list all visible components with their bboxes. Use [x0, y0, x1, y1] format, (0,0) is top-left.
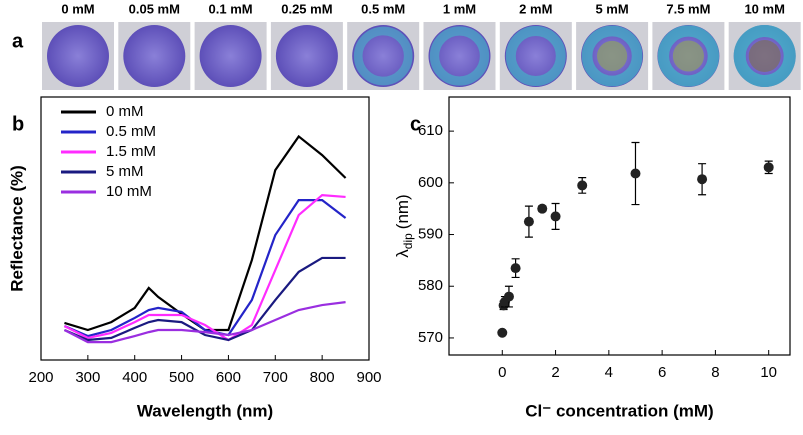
x-tick-label: 300: [75, 369, 100, 386]
panel-label: b: [12, 113, 24, 135]
point: [630, 168, 641, 179]
dish-ring: [581, 25, 643, 87]
legend-label: 5 mM: [106, 163, 144, 180]
image-caption: 2 mM: [519, 1, 552, 16]
x-tick-label: 200: [28, 369, 53, 386]
x-tick-label: 400: [122, 369, 147, 386]
x-tick-label: 6: [658, 364, 666, 381]
y-label-unit: (nm): [393, 194, 412, 229]
point: [523, 216, 534, 227]
y-axis-label: Reflectance (%): [7, 165, 26, 292]
x-tick-label: 8: [711, 364, 719, 381]
point: [510, 263, 521, 274]
image-caption: 0 mM: [61, 1, 94, 16]
point: [763, 162, 774, 173]
point: [503, 291, 514, 302]
point: [550, 211, 561, 222]
y-tick-label: 580: [418, 277, 443, 294]
dish-ring: [733, 25, 796, 87]
point: [697, 174, 708, 185]
line: [63, 301, 346, 344]
plot-frame: [40, 96, 370, 361]
dish-ring: [657, 25, 720, 87]
line: [63, 256, 346, 342]
point: [537, 203, 548, 214]
y-tick-label: 610: [418, 122, 443, 139]
y-tick-label: 590: [418, 225, 443, 242]
dish-center: [672, 40, 704, 72]
point: [577, 180, 588, 191]
image-caption: 0.1 mM: [209, 1, 253, 16]
legend-label: 0 mM: [106, 103, 144, 120]
dish: [123, 25, 186, 87]
x-tick-label: 10: [760, 364, 777, 381]
image-caption: 10 mM: [744, 1, 784, 16]
x-tick-label: 0: [498, 364, 506, 381]
x-tick-label: 900: [356, 369, 381, 386]
plot-frame: [448, 96, 791, 356]
x-axis-label: Wavelength (nm): [137, 401, 273, 420]
panel-label: c: [410, 113, 421, 135]
legend-label: 0.5 mM: [106, 123, 156, 140]
image-caption: 0.5 mM: [361, 1, 405, 16]
image-caption: 1 mM: [443, 1, 476, 16]
x-tick-label: 500: [169, 369, 194, 386]
y-label-symbol: λ: [393, 249, 412, 258]
dish: [199, 25, 262, 87]
image-caption: 7.5 mM: [666, 1, 710, 16]
panel-label: a: [12, 30, 24, 52]
dish-ring: [353, 26, 413, 86]
x-tick-label: 600: [216, 369, 241, 386]
x-tick-label: 4: [605, 364, 613, 381]
y-label-subscript: dip: [401, 233, 415, 249]
line: [63, 193, 346, 342]
image-caption: 0.05 mM: [129, 1, 180, 16]
dish: [275, 25, 338, 87]
image-caption: 5 mM: [595, 1, 628, 16]
y-axis-label: λdip (nm): [393, 194, 415, 257]
dish: [47, 25, 109, 87]
x-tick-label: 2: [551, 364, 559, 381]
legend-label: 10 mM: [106, 183, 152, 200]
dish-ring: [505, 26, 566, 86]
x-axis-label: Cl⁻ concentration (mM): [525, 401, 713, 420]
y-tick-label: 570: [418, 329, 443, 346]
x-tick-label: 700: [263, 369, 288, 386]
image-caption: 0.25 mM: [281, 1, 332, 16]
dish-ring: [429, 26, 490, 86]
y-tick-label: 600: [418, 174, 443, 191]
dish-center: [748, 40, 781, 72]
x-tick-label: 800: [310, 369, 335, 386]
legend-label: 1.5 mM: [106, 143, 156, 160]
dish-center: [596, 40, 628, 72]
point: [497, 327, 508, 338]
